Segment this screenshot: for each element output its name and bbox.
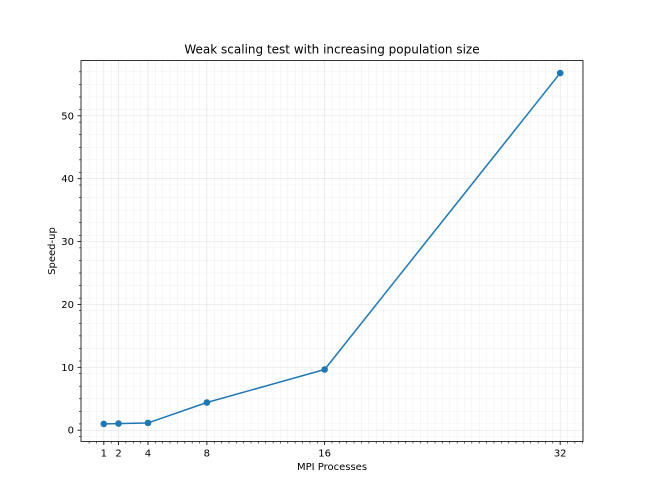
data-point [321,366,328,373]
x-tick-label: 1 [101,449,107,460]
x-tick-label: 4 [145,449,151,460]
data-point [556,69,564,77]
y-tick-label: 20 [61,300,74,311]
x-tick-label: 16 [318,449,331,460]
y-tick-label: 40 [61,174,74,185]
plot-frame [80,60,584,442]
chart-title: Weak scaling test with increasing popula… [184,43,479,57]
y-tick-label: 0 [68,426,74,437]
data-series [100,69,564,428]
x-axis-label: MPI Processes [297,462,367,473]
data-point [144,419,152,427]
y-tick-label: 10 [61,363,74,374]
axis-ticks: 1 2 4 8 16 32 0 10 20 30 40 50 [61,71,583,460]
y-tick-label: 50 [61,111,74,122]
y-axis-label: Speed-up [47,227,58,275]
data-point [100,420,108,428]
grid-lines [81,60,583,442]
x-tick-label: 32 [554,449,567,460]
x-tick-label: 2 [115,449,121,460]
data-point [115,420,122,427]
y-tick-label: 30 [61,237,74,248]
x-tick-label: 8 [204,449,210,460]
data-point [203,399,211,406]
